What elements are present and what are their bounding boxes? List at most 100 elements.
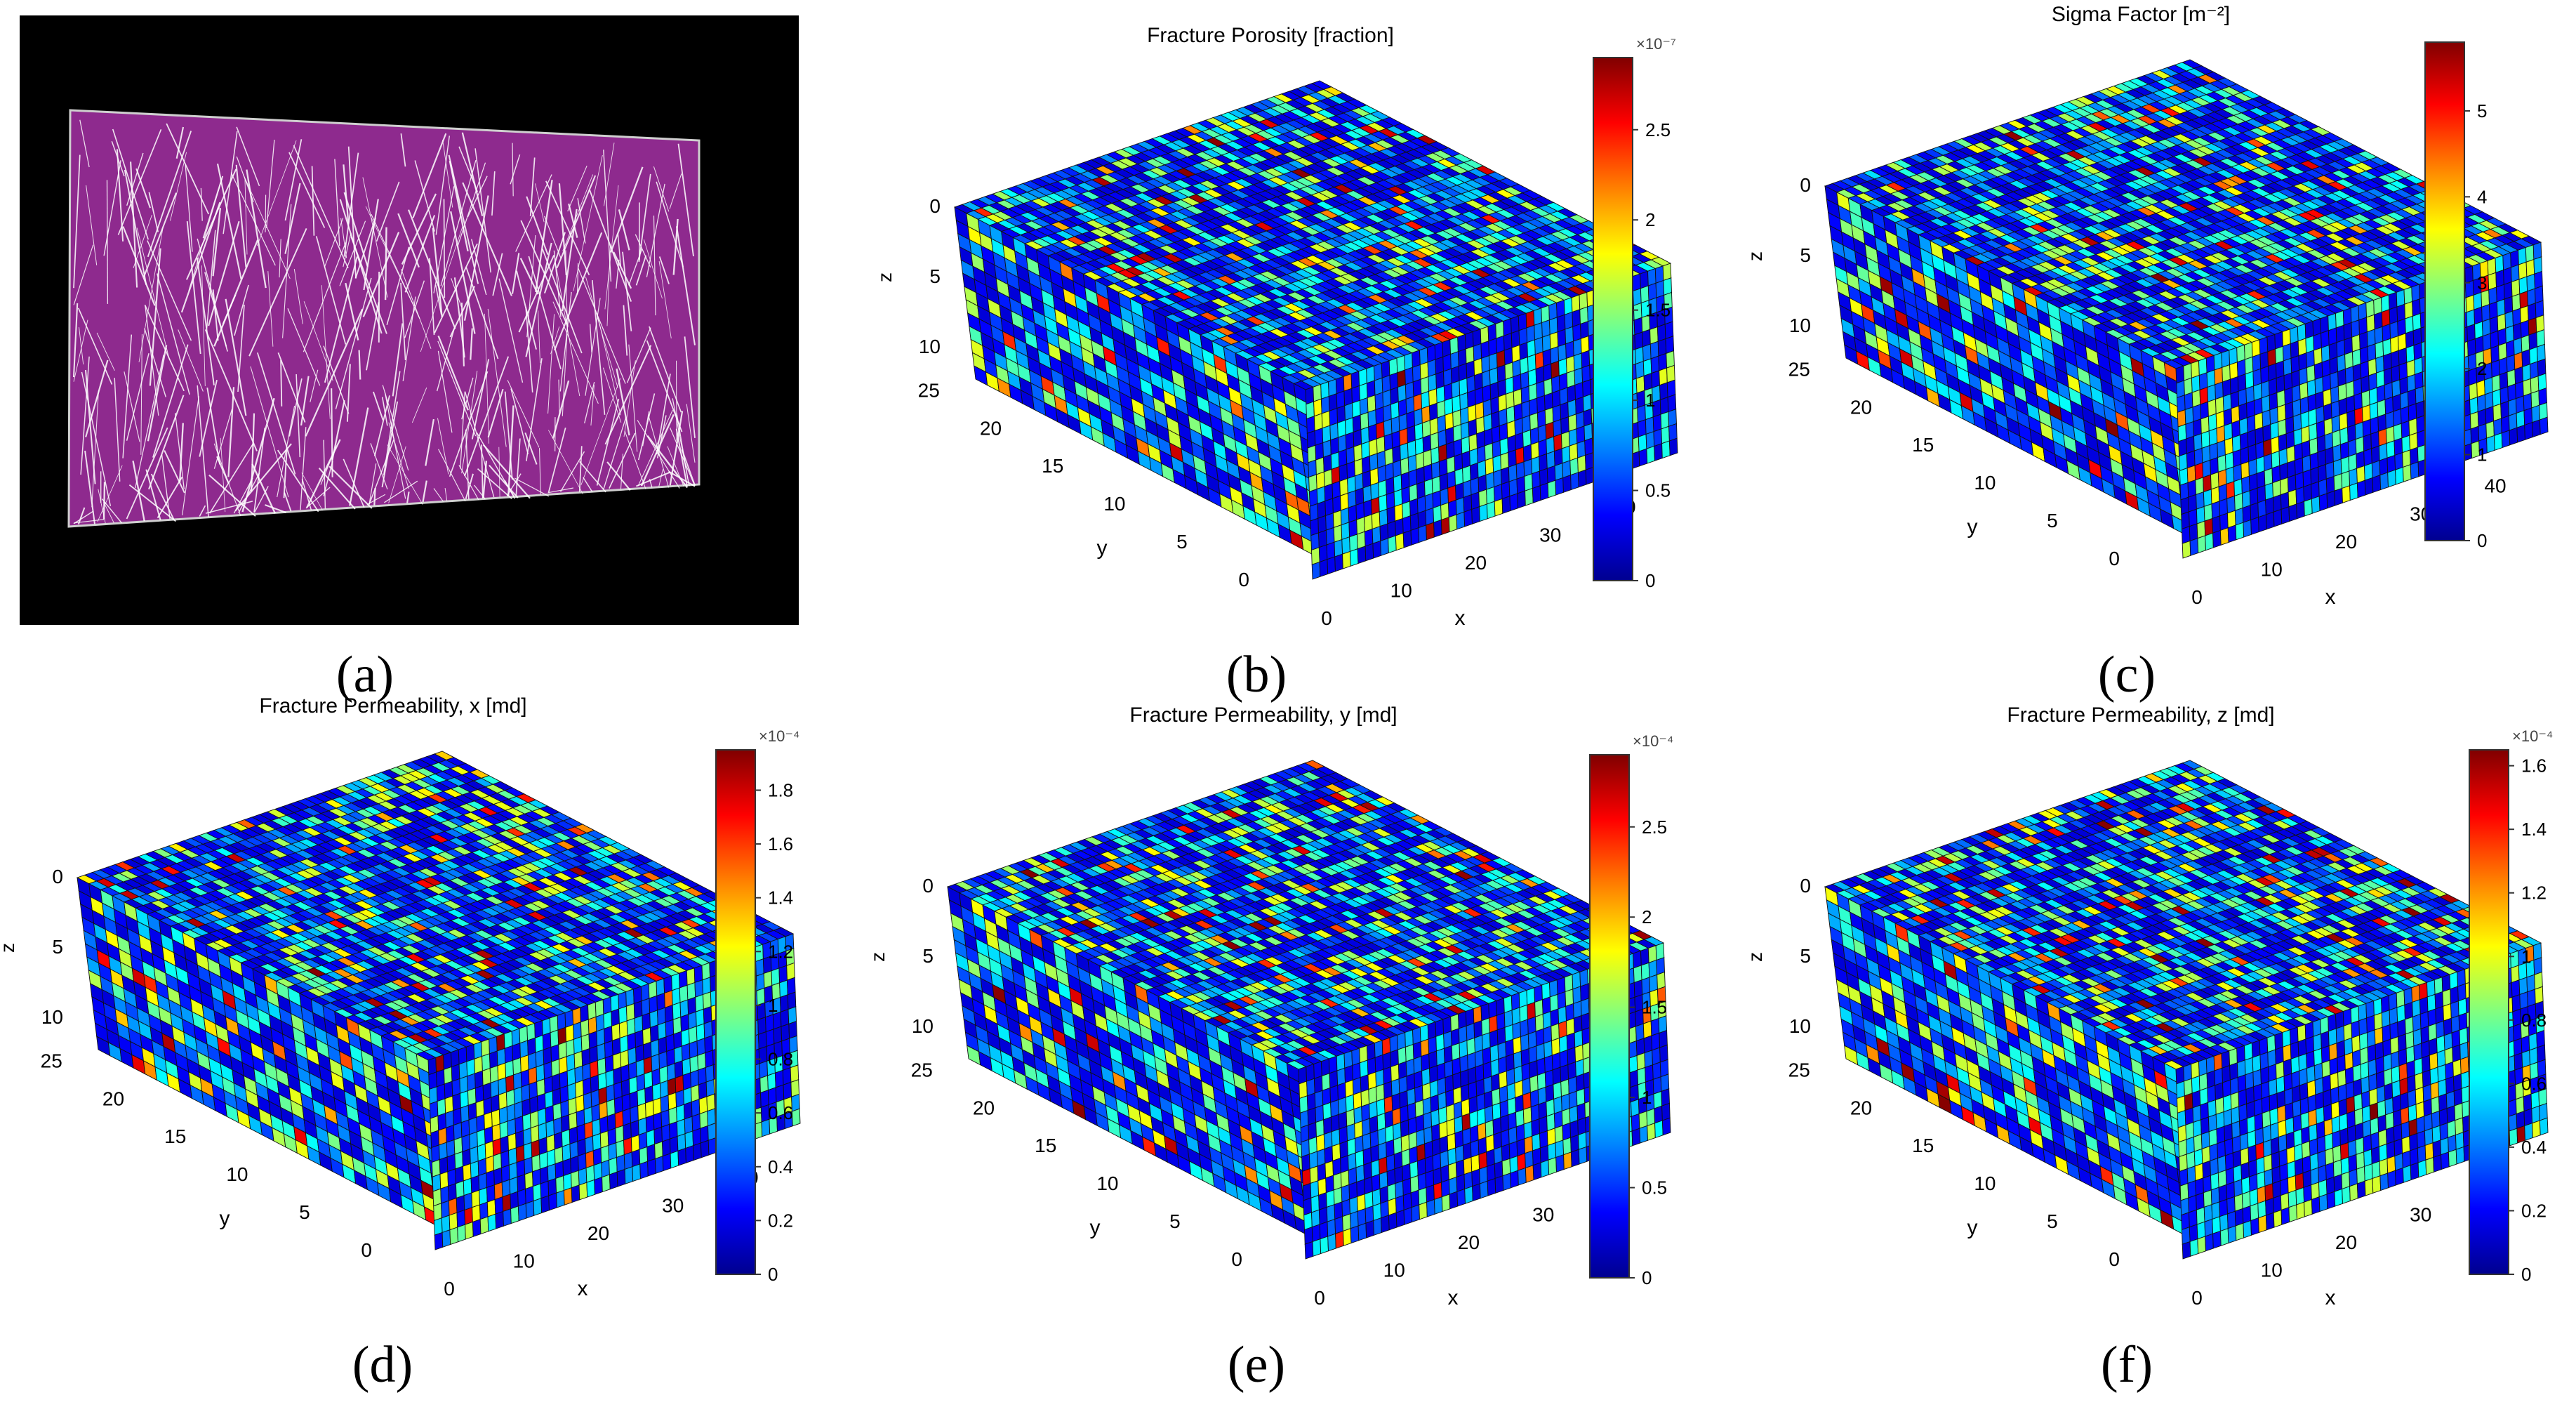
xz-face-cell xyxy=(1426,344,1436,363)
fracture-trace xyxy=(354,217,376,279)
xz-face-cell xyxy=(1533,308,1543,326)
xz-face-cell xyxy=(1306,430,1316,449)
xz-face-cell xyxy=(2182,540,2191,559)
xz-face-cell xyxy=(1577,469,1587,488)
xz-face-cell xyxy=(2265,496,2274,515)
fracture-trace xyxy=(535,180,553,292)
xz-face-cell xyxy=(1572,309,1581,327)
xz-face-cell xyxy=(2318,478,2328,497)
xz-face-cell xyxy=(1576,440,1586,458)
xz-face-cell xyxy=(1341,522,1350,541)
xz-face-cell xyxy=(1466,360,1475,379)
xz-face-cell xyxy=(1518,312,1527,331)
xz-face-cell xyxy=(2285,430,2295,449)
xz-face-cell xyxy=(1459,392,1468,411)
fracture-trace xyxy=(402,296,416,381)
xz-face-cell xyxy=(2316,420,2325,439)
fracture-trace xyxy=(646,435,689,489)
xz-face-cell xyxy=(1580,321,1589,339)
xz-face-cell xyxy=(1397,369,1406,388)
xz-face-cell xyxy=(1343,388,1353,407)
xz-face-cell xyxy=(2303,484,2312,502)
xz-face-cell xyxy=(1336,390,1346,409)
xz-face-cell xyxy=(1659,397,1669,415)
fracture-trace xyxy=(553,250,562,317)
xz-face-cell xyxy=(1508,463,1518,482)
fracture-trace xyxy=(658,469,663,487)
xz-face-cell xyxy=(1462,465,1471,484)
xz-face-cell xyxy=(2305,335,2314,354)
xz-face-cell xyxy=(1543,363,1552,382)
xz-face-cell xyxy=(2224,437,2233,456)
xz-face-cell xyxy=(1399,428,1408,447)
xz-face-cell xyxy=(1465,331,1474,350)
xz-face-cell xyxy=(1423,449,1432,468)
xz-face-cell xyxy=(1364,514,1373,532)
xz-face-cell xyxy=(1344,402,1353,421)
fracture-trace xyxy=(132,461,145,522)
fracture-trace xyxy=(223,131,238,234)
xz-face-cell xyxy=(1340,492,1349,511)
fracture-trace xyxy=(388,446,406,504)
fracture-trace xyxy=(212,208,222,277)
xz-face-cell xyxy=(1534,351,1544,370)
xz-face-cell xyxy=(2200,430,2210,449)
xz-face-cell xyxy=(2304,498,2313,517)
xz-face-cell xyxy=(1501,466,1510,485)
fracture-trace xyxy=(578,446,583,492)
xz-face-cell xyxy=(2266,333,2276,352)
fracture-trace xyxy=(279,239,281,278)
xz-face-cell xyxy=(1452,423,1462,442)
fracture-trace xyxy=(339,199,383,334)
fracture-trace xyxy=(458,146,479,192)
xz-face-cell xyxy=(1552,404,1562,423)
xz-face-cell xyxy=(2239,432,2249,451)
fracture-trace xyxy=(404,215,436,293)
fracture-trace xyxy=(335,277,372,409)
xz-face-cell xyxy=(1516,475,1526,494)
fracture-trace xyxy=(130,161,138,288)
xz-face-cell xyxy=(2247,429,2257,448)
xz-face-cell xyxy=(1580,335,1590,354)
xz-face-cell xyxy=(1388,535,1397,554)
xz-face-cell xyxy=(2219,527,2229,546)
fracture-trace xyxy=(220,437,226,513)
fracture-trace xyxy=(628,344,638,452)
xz-face-cell xyxy=(1635,346,1644,365)
xz-face-cell xyxy=(1667,394,1677,413)
xz-face-cell xyxy=(2232,449,2242,468)
xz-face-cell xyxy=(1574,381,1584,400)
xz-face-cell xyxy=(1423,463,1433,482)
xz-face-cell xyxy=(1454,453,1463,472)
xz-face-cell xyxy=(1458,363,1468,381)
xz-face-cell xyxy=(1551,360,1560,379)
xz-face-cell xyxy=(1645,416,1654,435)
fracture-trace xyxy=(562,329,568,416)
xz-face-cell xyxy=(2301,425,2310,444)
xz-face-cell xyxy=(1534,322,1543,341)
xz-face-cell xyxy=(2207,413,2217,432)
xz-face-cell xyxy=(1338,449,1348,468)
xz-face-cell xyxy=(1391,430,1401,449)
xz-face-cell xyxy=(1331,465,1341,484)
xz-face-cell xyxy=(2208,428,2218,447)
xz-face-cell xyxy=(1573,338,1582,357)
xz-face-cell xyxy=(1305,386,1315,405)
xz-face-cell xyxy=(2322,374,2331,392)
fracture-trace xyxy=(384,392,406,499)
xz-face-cell xyxy=(1352,399,1361,418)
xz-face-cell xyxy=(1496,350,1506,369)
fracture-trace xyxy=(635,255,647,286)
fracture-trace xyxy=(148,192,159,232)
xz-face-cell xyxy=(1638,419,1647,437)
fracture-trace xyxy=(186,221,201,355)
xz-face-cell xyxy=(1666,364,1675,383)
xz-face-cell xyxy=(1339,463,1348,482)
xz-face-cell xyxy=(1421,390,1430,409)
xz-face-cell xyxy=(1507,435,1516,454)
xz-face-cell xyxy=(2285,416,2295,435)
xz-face-cell xyxy=(1347,490,1357,508)
xz-face-cell xyxy=(2205,355,2215,374)
xz-face-cell xyxy=(1450,351,1459,369)
fracture-trace xyxy=(178,423,184,483)
